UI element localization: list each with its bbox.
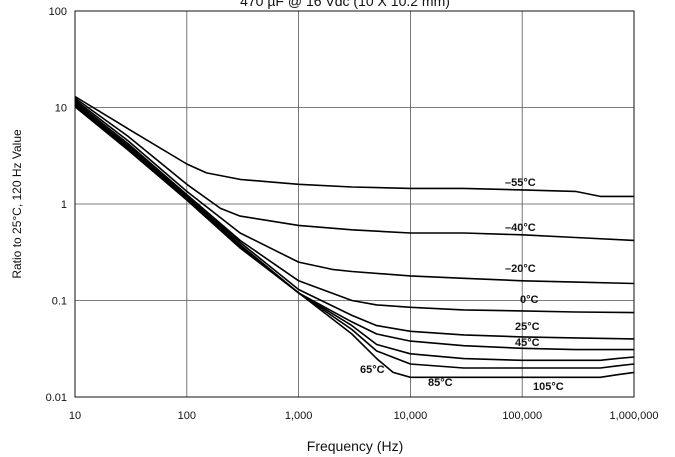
x-tick-label: 1,000,000	[610, 410, 659, 422]
series-line	[74, 97, 635, 242]
x-tick-label: 100,000	[502, 410, 542, 422]
series-label: 65°C	[360, 364, 385, 376]
series-label: 45°C	[515, 337, 540, 349]
series-label: 105°C	[533, 381, 564, 393]
series-line	[74, 103, 634, 351]
series-label: –55°C	[505, 177, 536, 189]
y-tick-labels: 0.01 0.1 1 10 100	[46, 6, 67, 404]
y-tick-label: 0.1	[52, 296, 67, 308]
x-axis-title: Frequency (Hz)	[307, 438, 403, 454]
series-label: 85°C	[428, 377, 453, 389]
series-labels: –55°C –40°C –20°C 0°C 25°C 45°C 65°C 85°C 105°C	[360, 177, 564, 393]
x-tick-label: 10,000	[394, 410, 428, 422]
x-tick-label: 100	[178, 410, 196, 422]
x-tick-label: 1,000	[285, 410, 313, 422]
series-label: –40°C	[505, 222, 536, 234]
series-label: 0°C	[520, 294, 539, 306]
series-line	[74, 100, 635, 314]
x-tick-labels: 10 100 1,000 10,000 100,000 1,000,000	[69, 410, 659, 422]
series-line	[74, 99, 635, 285]
series-line	[74, 104, 635, 362]
y-tick-label: 10	[55, 103, 67, 115]
y-tick-label: 0.01	[46, 392, 67, 404]
gridlines	[75, 11, 634, 397]
series-label: 25°C	[515, 321, 540, 333]
y-tick-label: 100	[49, 6, 67, 18]
y-axis-title: Ratio to 25°C, 120 Hz Value	[10, 129, 24, 279]
series-line	[74, 95, 634, 198]
plot-frame	[74, 10, 635, 398]
series-label: –20°C	[505, 263, 536, 275]
series-line	[74, 102, 635, 340]
series-line	[74, 106, 635, 379]
x-tick-label: 10	[69, 410, 81, 422]
series-lines	[74, 95, 635, 379]
y-tick-label: 1	[61, 199, 67, 211]
chart-title: 470 µF @ 16 Vdc (10 X 10.2 mm)	[240, 0, 450, 9]
